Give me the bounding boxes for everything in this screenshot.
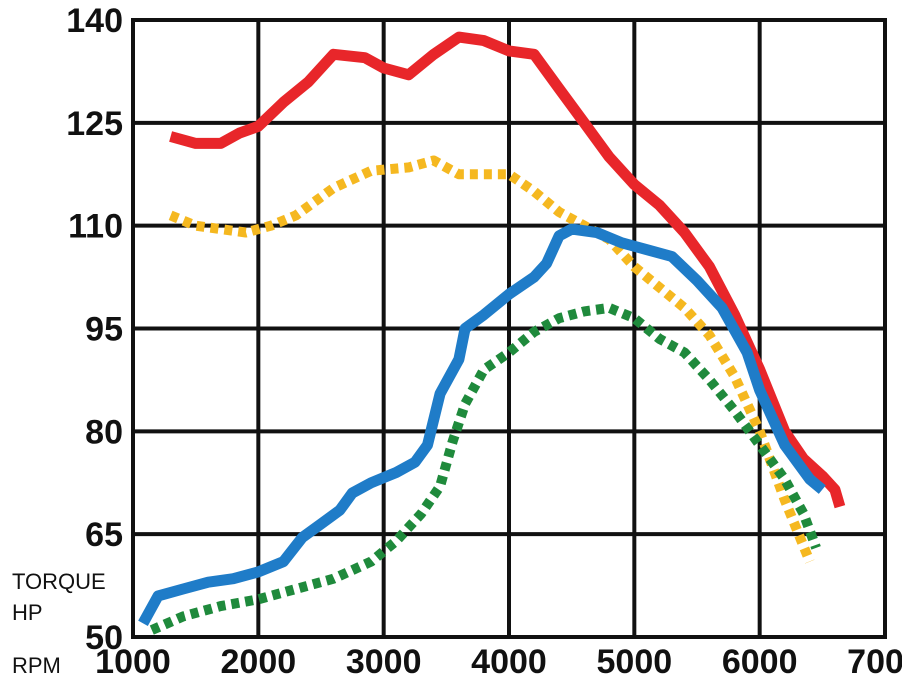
x-tick-label: 3000 <box>346 643 422 681</box>
x-tick-label: 4000 <box>471 643 547 681</box>
y-tick-label: 80 <box>85 413 123 451</box>
x-tick-label: 5000 <box>597 643 673 681</box>
x-tick-label: 7000 <box>847 643 902 681</box>
series-line-2 <box>168 155 815 564</box>
y-caption-hp: HP <box>12 600 43 625</box>
y-axis-ticks: 50 65 80 95 110 125 140 <box>66 2 123 657</box>
y-tick-label: 50 <box>85 619 123 657</box>
x-axis-ticks: 1000 2000 3000 4000 5000 6000 7000 <box>95 643 902 681</box>
grid <box>131 18 887 639</box>
x-tick-label: 2000 <box>221 643 297 681</box>
y-caption-torque: TORQUE <box>12 569 106 594</box>
y-tick-label: 95 <box>85 311 123 349</box>
plot-frame <box>131 18 887 639</box>
series-line-4 <box>149 302 821 635</box>
series-line-3 <box>138 223 826 626</box>
series-layer <box>138 31 846 635</box>
axis-captions: TORQUE HP RPM <box>12 569 106 678</box>
x-tick-label: 1000 <box>95 643 171 681</box>
x-tick-label: 6000 <box>722 643 798 681</box>
y-tick-label: 110 <box>68 208 123 246</box>
y-tick-label: 125 <box>66 105 123 143</box>
x-caption-rpm: RPM <box>12 653 61 678</box>
y-tick-label: 65 <box>85 516 123 554</box>
y-tick-label: 140 <box>66 2 123 40</box>
series-line-1 <box>169 31 846 509</box>
